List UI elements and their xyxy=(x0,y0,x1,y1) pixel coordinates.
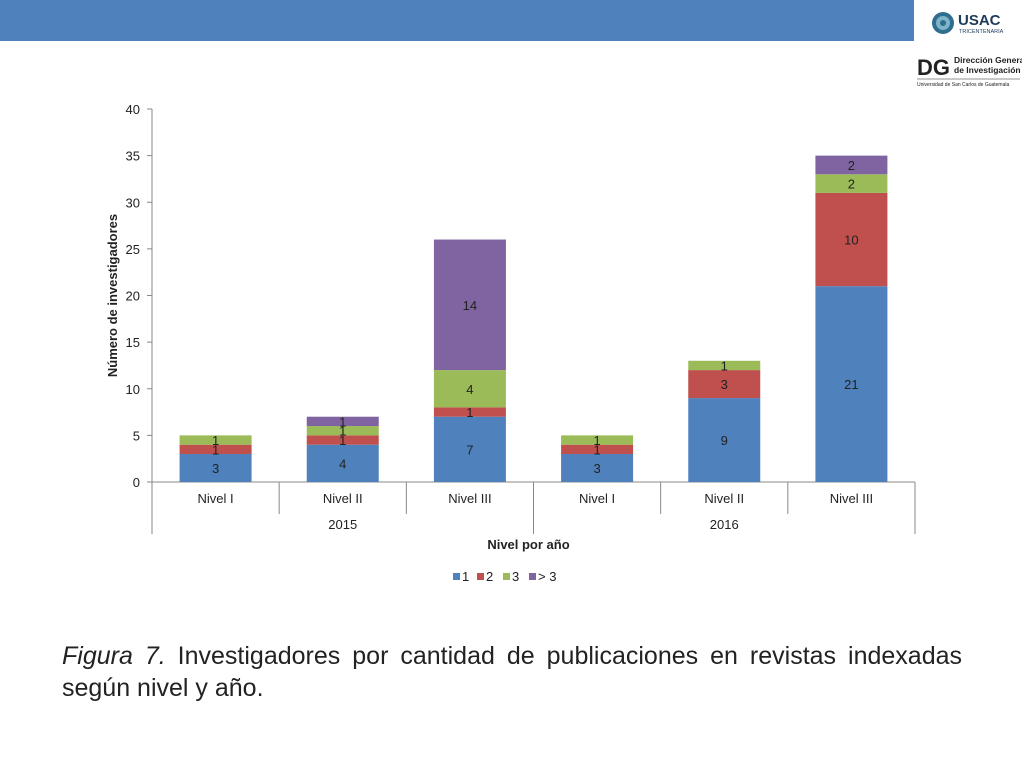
y-tick-label: 35 xyxy=(126,149,140,164)
bar-data-label: 1 xyxy=(339,433,346,448)
bar-data-label: 10 xyxy=(844,233,858,248)
x-tick-label: Nivel III xyxy=(448,491,491,506)
bar-segment xyxy=(433,416,506,482)
bar-data-label: 4 xyxy=(466,382,473,397)
bar-data-label: 2 xyxy=(848,177,855,192)
bar-segment xyxy=(561,454,634,482)
bar-data-label: 1 xyxy=(212,442,219,457)
bar-data-label: 1 xyxy=(339,414,346,429)
usac-logo-name: USAC xyxy=(958,12,1001,29)
y-tick-label: 20 xyxy=(126,289,140,304)
y-axis-title: Número de investigadores xyxy=(105,214,120,377)
caption-label: Figura 7. xyxy=(62,642,166,670)
legend-label: > 3 xyxy=(538,569,556,584)
bar-segment xyxy=(815,192,888,287)
bar-data-label: 3 xyxy=(593,461,600,476)
dgi-logo-line1: Dirección General xyxy=(954,55,1022,65)
bar-segment xyxy=(306,426,379,436)
bar-segment xyxy=(433,407,506,417)
bar-data-label: 4 xyxy=(339,456,346,471)
usac-logo-subtitle: TRICENTENARIA xyxy=(959,29,1004,35)
legend-label: 3 xyxy=(512,569,519,584)
legend-swatch xyxy=(503,573,510,580)
caption-text: Investigadores por cantidad de publicaci… xyxy=(62,642,962,702)
bar-data-label: 3 xyxy=(212,461,219,476)
bar-segment xyxy=(306,416,379,427)
bar-segment xyxy=(433,370,506,408)
y-tick-label: 25 xyxy=(126,242,140,257)
legend-swatch xyxy=(477,573,484,580)
x-axis-title: Nivel por año xyxy=(487,537,569,552)
bar-data-label: 1 xyxy=(212,433,219,448)
bar-segment xyxy=(179,444,252,455)
bar-segment xyxy=(561,444,634,455)
bar-segment xyxy=(561,435,634,445)
legend-swatch xyxy=(529,573,536,580)
legend-label: 1 xyxy=(462,569,469,584)
bar-data-label: 9 xyxy=(721,433,728,448)
x-group-label: 2015 xyxy=(328,517,357,532)
header-bar xyxy=(0,0,914,41)
bar-segment xyxy=(688,398,761,482)
bar-data-label: 14 xyxy=(463,298,477,313)
y-tick-label: 15 xyxy=(126,335,140,350)
stacked-bar-chart: 0 5 10 15 20 25 30 35 40 Nivel I Nivel II Nivel III… xyxy=(105,102,916,584)
bar-data-label: 3 xyxy=(721,377,728,392)
x-tick-label: Nivel III xyxy=(830,491,873,506)
bar-segment xyxy=(688,370,761,399)
bar-data-label: 7 xyxy=(466,442,473,457)
x-tick-label: Nivel II xyxy=(704,491,744,506)
bar-segment xyxy=(815,174,888,193)
dgi-logo-line2: de Investigación xyxy=(954,65,1021,75)
y-tick-label: 40 xyxy=(126,102,140,117)
bar-data-label: 21 xyxy=(844,377,858,392)
bar-data-label: 1 xyxy=(339,424,346,439)
y-tick-label: 10 xyxy=(126,382,140,397)
bar-segment xyxy=(306,444,379,482)
x-tick-label: Nivel I xyxy=(579,491,615,506)
x-tick-label: Nivel II xyxy=(323,491,363,506)
bar-segment xyxy=(688,360,761,371)
y-tick-label: 5 xyxy=(133,428,140,443)
y-tick-label: 30 xyxy=(126,195,140,210)
bar-segment xyxy=(433,239,506,371)
bar-segment xyxy=(306,435,379,445)
x-tick-label: Nivel I xyxy=(198,491,234,506)
bar-data-label: 1 xyxy=(593,442,600,457)
x-group-label: 2016 xyxy=(710,517,739,532)
figure-caption: Figura 7. Investigadores por cantidad de… xyxy=(62,640,962,704)
bar-segment xyxy=(179,454,252,482)
bar-data-label: 1 xyxy=(466,405,473,420)
legend-swatch xyxy=(453,573,460,580)
bar-segment xyxy=(179,435,252,445)
bar-data-label: 1 xyxy=(721,358,728,373)
bar-data-label: 1 xyxy=(593,433,600,448)
bar-data-label: 2 xyxy=(848,158,855,173)
dgi-logo-mark: DG xyxy=(917,55,950,80)
y-tick-label: 0 xyxy=(133,475,140,490)
dgi-logo: DG Dirección General de Investigación Un… xyxy=(917,55,1022,88)
legend-label: 2 xyxy=(486,569,493,584)
usac-logo: USAC TRICENTENARIA xyxy=(932,12,1004,35)
bar-segment xyxy=(815,155,888,175)
bar-segment xyxy=(815,286,888,482)
dgi-logo-line3: Universidad de San Carlos de Guatemala xyxy=(917,82,1009,88)
